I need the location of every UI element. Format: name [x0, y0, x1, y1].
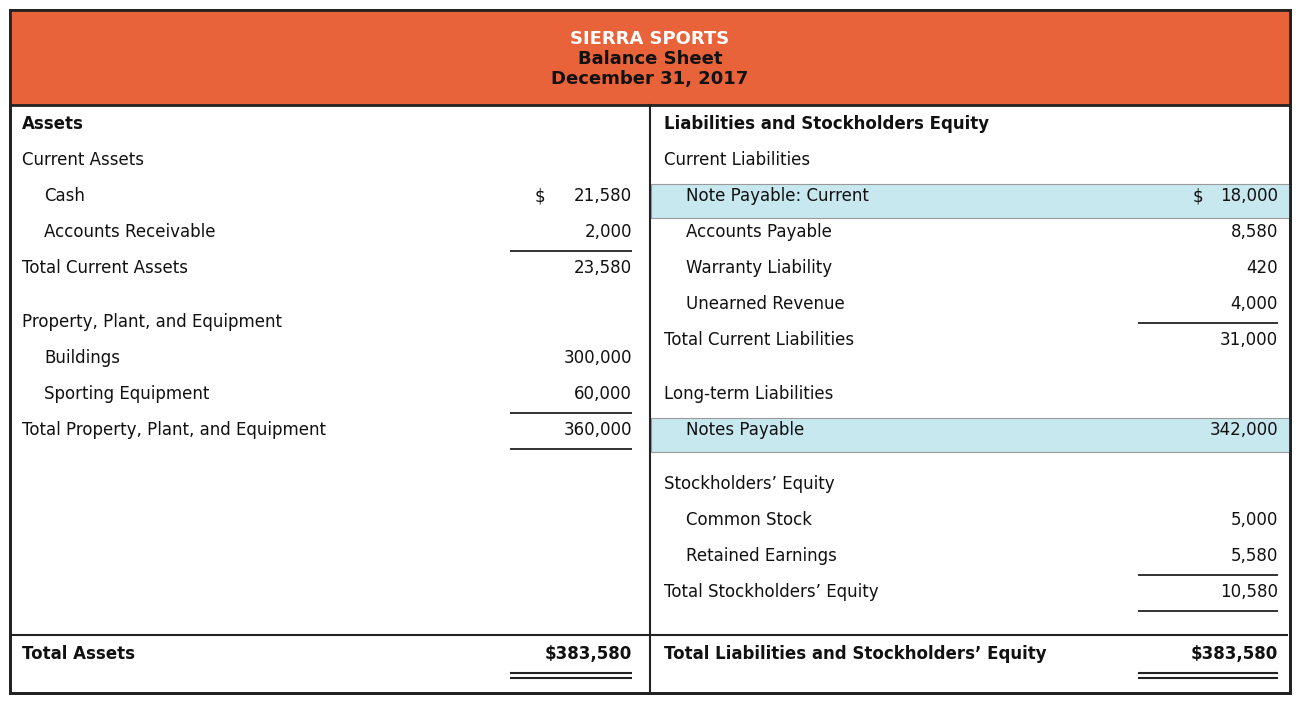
Text: Buildings: Buildings	[44, 349, 120, 367]
Text: Total Stockholders’ Equity: Total Stockholders’ Equity	[664, 583, 879, 601]
Text: Property, Plant, and Equipment: Property, Plant, and Equipment	[22, 313, 282, 331]
Bar	[651, 418, 1290, 452]
Text: 10,580: 10,580	[1219, 583, 1278, 601]
Text: Notes Payable: Notes Payable	[686, 421, 805, 439]
Text: $383,580: $383,580	[1191, 645, 1278, 663]
Text: 21,580: 21,580	[573, 187, 632, 205]
Text: 31,000: 31,000	[1219, 331, 1278, 349]
Text: Accounts Payable: Accounts Payable	[686, 223, 832, 241]
Text: Liabilities and Stockholders Equity: Liabilities and Stockholders Equity	[664, 115, 989, 133]
Text: Unearned Revenue: Unearned Revenue	[686, 295, 845, 313]
Text: 8,580: 8,580	[1231, 223, 1278, 241]
Text: SIERRA SPORTS: SIERRA SPORTS	[571, 30, 729, 48]
Text: Assets: Assets	[22, 115, 84, 133]
Text: Accounts Receivable: Accounts Receivable	[44, 223, 216, 241]
Text: 60,000: 60,000	[575, 385, 632, 403]
Text: $383,580: $383,580	[545, 645, 632, 663]
Bar	[651, 184, 1290, 218]
Text: Current Liabilities: Current Liabilities	[664, 151, 810, 169]
Text: Total Property, Plant, and Equipment: Total Property, Plant, and Equipment	[22, 421, 326, 439]
Text: Retained Earnings: Retained Earnings	[686, 547, 837, 565]
Text: $: $	[536, 187, 546, 205]
Text: Total Assets: Total Assets	[22, 645, 135, 663]
Text: 5,580: 5,580	[1231, 547, 1278, 565]
Text: Stockholders’ Equity: Stockholders’ Equity	[664, 475, 835, 493]
Text: 18,000: 18,000	[1219, 187, 1278, 205]
Text: Current Assets: Current Assets	[22, 151, 144, 169]
Text: 4,000: 4,000	[1231, 295, 1278, 313]
Bar	[10, 10, 1290, 105]
Text: 2,000: 2,000	[585, 223, 632, 241]
Text: Total Current Liabilities: Total Current Liabilities	[664, 331, 854, 349]
Text: Sporting Equipment: Sporting Equipment	[44, 385, 209, 403]
Text: 420: 420	[1247, 259, 1278, 277]
Text: 23,580: 23,580	[573, 259, 632, 277]
Text: Long-term Liabilities: Long-term Liabilities	[664, 385, 833, 403]
Text: Cash: Cash	[44, 187, 84, 205]
Text: Total Current Assets: Total Current Assets	[22, 259, 188, 277]
Text: $: $	[1193, 187, 1204, 205]
Text: Total Liabilities and Stockholders’ Equity: Total Liabilities and Stockholders’ Equi…	[664, 645, 1046, 663]
Text: Warranty Liability: Warranty Liability	[686, 259, 832, 277]
Text: Balance Sheet: Balance Sheet	[577, 50, 723, 68]
Text: Note Payable: Current: Note Payable: Current	[686, 187, 868, 205]
Text: Common Stock: Common Stock	[686, 511, 812, 529]
Text: 360,000: 360,000	[563, 421, 632, 439]
Text: December 31, 2017: December 31, 2017	[551, 70, 749, 88]
Text: 5,000: 5,000	[1231, 511, 1278, 529]
Text: 342,000: 342,000	[1209, 421, 1278, 439]
Text: 300,000: 300,000	[563, 349, 632, 367]
